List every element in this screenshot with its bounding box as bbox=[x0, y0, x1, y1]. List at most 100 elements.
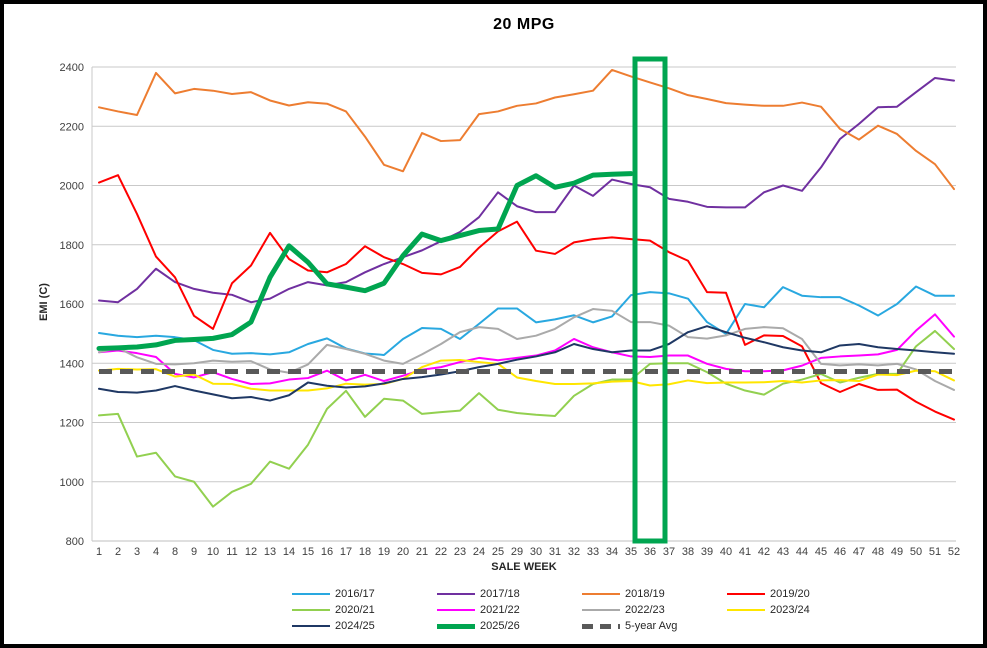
x-tick-label: 44 bbox=[796, 546, 808, 558]
x-tick-label: 41 bbox=[739, 546, 751, 558]
x-tick-label: 17 bbox=[340, 546, 352, 558]
x-tick-label: 42 bbox=[758, 546, 770, 558]
legend: 2016/17 2017/18 2018/19 2019/20 2020/21 2021/… bbox=[292, 587, 912, 635]
legend-swatch bbox=[582, 609, 620, 612]
legend-item-2018-19: 2018/19 bbox=[582, 587, 727, 603]
x-tick-label: 10 bbox=[207, 546, 219, 558]
x-tick-label: 1 bbox=[96, 546, 102, 558]
legend-item-2017-18: 2017/18 bbox=[437, 587, 582, 603]
series-line-2020-21 bbox=[98, 329, 955, 508]
x-tick-label: 21 bbox=[416, 546, 428, 558]
x-tick-label: 15 bbox=[302, 546, 314, 558]
legend-label: 2018/19 bbox=[625, 588, 665, 600]
x-tick-label: 24 bbox=[473, 546, 485, 558]
x-tick-label: 37 bbox=[663, 546, 675, 558]
x-axis-title: SALE WEEK bbox=[491, 561, 557, 573]
legend-swatch bbox=[582, 593, 620, 596]
legend-item-2021-22: 2021/22 bbox=[437, 603, 582, 619]
x-tick-label: 33 bbox=[587, 546, 599, 558]
legend-item-2025-26: 2025/26 bbox=[437, 619, 582, 635]
x-tick-label: 13 bbox=[264, 546, 276, 558]
legend-swatch bbox=[727, 593, 765, 596]
legend-row: 2024/25 2025/26 5-year Avg bbox=[292, 619, 912, 635]
y-tick-label: 1400 bbox=[60, 358, 84, 370]
x-tick-label: 4 bbox=[153, 546, 159, 558]
x-tick-label: 12 bbox=[245, 546, 257, 558]
x-tick-label: 18 bbox=[359, 546, 371, 558]
x-tick-label: 38 bbox=[682, 546, 694, 558]
highlight-rect-week-36 bbox=[632, 56, 668, 544]
legend-swatch bbox=[727, 609, 765, 612]
x-tick-label: 3 bbox=[134, 546, 140, 558]
x-tick-label: 2 bbox=[115, 546, 121, 558]
y-tick-label: 800 bbox=[66, 536, 84, 548]
legend-swatch bbox=[582, 623, 620, 629]
series-line-2017-18 bbox=[98, 76, 955, 304]
x-tick-label: 51 bbox=[929, 546, 941, 558]
y-axis-title: EMI (C) bbox=[38, 283, 50, 321]
x-tick-label: 39 bbox=[701, 546, 713, 558]
chart-title: 20 MPG bbox=[493, 16, 555, 33]
legend-label: 2016/17 bbox=[335, 588, 375, 600]
x-tick-label: 46 bbox=[834, 546, 846, 558]
x-tick-label: 25 bbox=[492, 546, 504, 558]
legend-label: 2020/21 bbox=[335, 604, 375, 616]
x-tick-label: 47 bbox=[853, 546, 865, 558]
x-tick-label: 19 bbox=[378, 546, 390, 558]
x-tick-label: 49 bbox=[891, 546, 903, 558]
x-tick-label: 31 bbox=[549, 546, 561, 558]
x-tick-label: 43 bbox=[777, 546, 789, 558]
x-tick-label: 29 bbox=[511, 546, 523, 558]
legend-row: 2016/17 2017/18 2018/19 2019/20 bbox=[292, 587, 912, 603]
legend-label: 2021/22 bbox=[480, 604, 520, 616]
y-tick-label: 1000 bbox=[60, 477, 84, 489]
x-tick-label: 11 bbox=[226, 546, 237, 558]
series-line-2016-17 bbox=[98, 285, 955, 356]
x-tick-label: 45 bbox=[815, 546, 827, 558]
y-tick-label: 2000 bbox=[60, 181, 84, 193]
legend-swatch bbox=[437, 623, 475, 629]
legend-label: 2025/26 bbox=[480, 620, 520, 632]
legend-row: 2020/21 2021/22 2022/23 2023/24 bbox=[292, 603, 912, 619]
y-tick-label: 2200 bbox=[60, 121, 84, 133]
y-tick-label: 2400 bbox=[60, 62, 84, 74]
legend-item-2016-17: 2016/17 bbox=[292, 587, 437, 603]
series-line-2025-26 bbox=[96, 171, 634, 351]
legend-label: 2017/18 bbox=[480, 588, 520, 600]
legend-item-2020-21: 2020/21 bbox=[292, 603, 437, 619]
series-line-2024-25 bbox=[98, 325, 955, 402]
y-tick-label: 1800 bbox=[60, 240, 84, 252]
legend-label: 2023/24 bbox=[770, 604, 810, 616]
legend-swatch bbox=[292, 625, 330, 628]
legend-item-5-year-avg: 5-year Avg bbox=[582, 619, 727, 635]
x-tick-label: 30 bbox=[530, 546, 542, 558]
legend-item-2024-25: 2024/25 bbox=[292, 619, 437, 635]
legend-item-2019-20: 2019/20 bbox=[727, 587, 872, 603]
x-tick-label: 14 bbox=[283, 546, 295, 558]
legend-label: 5-year Avg bbox=[625, 620, 678, 632]
y-tick-label: 1600 bbox=[60, 299, 84, 311]
legend-item-2023-24: 2023/24 bbox=[727, 603, 872, 619]
y-tick-label: 1200 bbox=[60, 418, 84, 430]
legend-swatch bbox=[437, 609, 475, 612]
series-line-2021-22 bbox=[98, 313, 955, 385]
x-tick-label: 40 bbox=[720, 546, 732, 558]
legend-label: 2019/20 bbox=[770, 588, 810, 600]
series-line-2018-19 bbox=[98, 68, 955, 191]
x-tick-label: 48 bbox=[872, 546, 884, 558]
legend-swatch bbox=[292, 593, 330, 596]
x-tick-label: 23 bbox=[454, 546, 466, 558]
series-line-2019-20 bbox=[98, 174, 955, 421]
legend-item-2022-23: 2022/23 bbox=[582, 603, 727, 619]
x-tick-label: 9 bbox=[191, 546, 197, 558]
legend-swatch bbox=[292, 609, 330, 612]
x-tick-label: 35 bbox=[625, 546, 637, 558]
legend-label: 2024/25 bbox=[335, 620, 375, 632]
legend-swatch bbox=[437, 593, 475, 596]
x-tick-label: 34 bbox=[606, 546, 618, 558]
x-tick-label: 52 bbox=[948, 546, 960, 558]
x-tick-label: 8 bbox=[172, 546, 178, 558]
x-tick-label: 16 bbox=[321, 546, 333, 558]
